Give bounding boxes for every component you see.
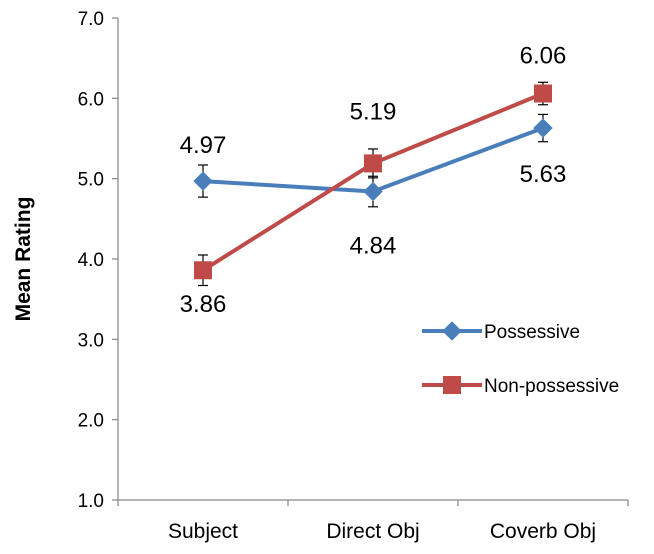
data-label: 5.63 (520, 161, 567, 188)
data-point (194, 261, 212, 280)
series-non-possessive (194, 81, 552, 287)
legend-marker (442, 321, 462, 341)
x-category-label: Subject (168, 520, 238, 543)
y-tick-label: 5.0 (78, 170, 104, 191)
y-tick-label: 7.0 (78, 9, 104, 30)
data-point (533, 118, 553, 138)
legend: Possessive Non-possessive (422, 321, 619, 397)
data-point (363, 181, 383, 202)
data-label: 6.06 (520, 43, 567, 70)
y-axis-title: Mean Rating (12, 197, 35, 322)
data-label: 3.86 (180, 291, 227, 318)
y-ticks: 1.0 2.0 3.0 4.0 5.0 6.0 7.0 (78, 9, 118, 512)
x-category-label: Direct Obj (326, 520, 419, 543)
series-possessive (193, 113, 553, 208)
data-label: 4.84 (350, 233, 397, 260)
y-tick-label: 4.0 (78, 250, 104, 271)
data-point (534, 84, 552, 103)
x-ticks: Subject Direct Obj Coverb Obj (117, 500, 629, 543)
y-tick-label: 3.0 (78, 330, 104, 351)
data-label: 4.97 (180, 132, 227, 159)
data-point (193, 171, 213, 191)
legend-label: Possessive (484, 322, 580, 343)
y-tick-label: 6.0 (78, 89, 104, 110)
data-label: 5.19 (350, 98, 397, 125)
data-point (364, 154, 382, 173)
data-labels: 4.97 4.84 5.63 3.86 5.19 6.06 (180, 43, 567, 319)
legend-item: Non-possessive (422, 376, 619, 397)
legend-item: Possessive (422, 321, 580, 343)
series-layer (193, 81, 553, 287)
legend-label: Non-possessive (484, 376, 619, 397)
y-tick-label: 1.0 (78, 491, 104, 512)
x-category-label: Coverb Obj (490, 520, 596, 543)
y-tick-label: 2.0 (78, 411, 104, 432)
legend-marker (443, 376, 461, 394)
